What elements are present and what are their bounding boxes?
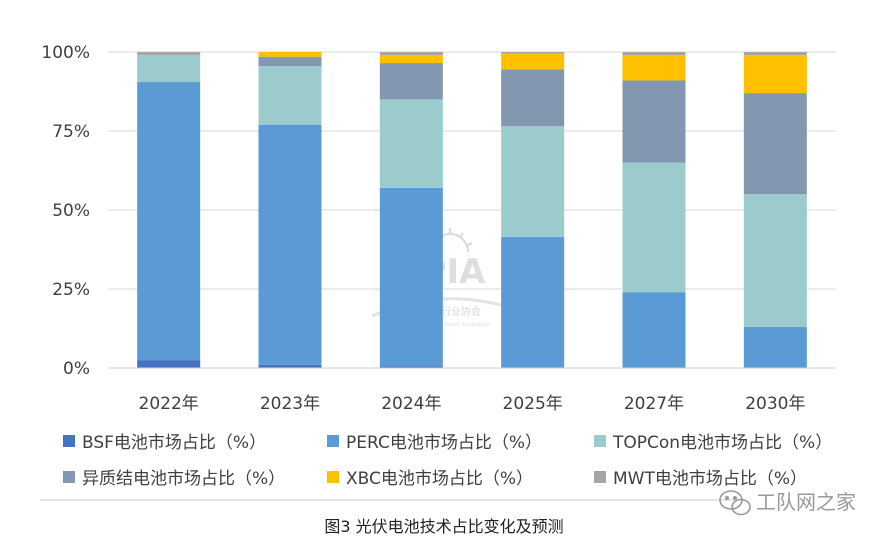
- figure-caption: 图3 光伏电池技术占比变化及预测: [324, 517, 563, 536]
- bar-segment: [501, 69, 565, 127]
- x-tick-label: 2023年: [260, 394, 320, 414]
- brand-name: 工队网之家: [756, 490, 856, 514]
- bar-segment: [258, 124, 322, 365]
- brand: 工队网之家: [719, 490, 856, 516]
- bar-segment: [137, 360, 201, 368]
- bar-segment: [743, 55, 807, 94]
- x-tick-label: 2025年: [503, 394, 563, 414]
- bar-segment: [501, 53, 565, 70]
- bar-segment: [743, 93, 807, 195]
- bar-segment: [622, 52, 686, 56]
- wechat-icon: [719, 490, 751, 516]
- bar-segment: [743, 326, 807, 368]
- legend-label: BSF电池市场占比（%）: [82, 433, 266, 453]
- x-tick-label: 2024年: [381, 394, 441, 414]
- legend-label: PERC电池市场占比（%）: [346, 433, 542, 453]
- bar-segment: [622, 55, 686, 81]
- bar-segment: [137, 82, 201, 361]
- bar-segment: [137, 55, 201, 83]
- bar-segment: [379, 366, 443, 368]
- bar-segment: [258, 364, 322, 368]
- x-tick-label: 2027年: [624, 394, 684, 414]
- y-tick-label: 100%: [41, 43, 90, 63]
- bar-segment: [743, 194, 807, 327]
- legend-label: XBC电池市场占比（%）: [346, 469, 533, 489]
- bar-segment: [258, 56, 322, 67]
- x-tick-label: 2022年: [139, 394, 199, 414]
- bar-segment: [501, 126, 565, 237]
- bar-segment: [258, 52, 322, 57]
- bar-segment: [501, 236, 565, 368]
- bar-segment: [379, 187, 443, 367]
- legend-swatch: [63, 435, 75, 447]
- y-tick-label: 50%: [52, 201, 90, 221]
- bar-segment: [379, 99, 443, 188]
- bar-segment: [137, 52, 201, 56]
- y-tick-label: 25%: [52, 280, 90, 300]
- bar-segment: [743, 52, 807, 56]
- grid-lines: [108, 51, 836, 290]
- legend-label: MWT电池市场占比（%）: [613, 469, 807, 489]
- legend: BSF电池市场占比（%） PERC电池市场占比（%） TOPCon电池市场占比（%）…: [63, 433, 832, 489]
- legend-swatch: [594, 471, 606, 483]
- y-tick-label: 75%: [52, 122, 90, 142]
- bar-segment: [379, 52, 443, 56]
- legend-swatch: [594, 435, 606, 447]
- bar-segment: [379, 55, 443, 64]
- legend-label: 异质结电池市场占比（%）: [82, 469, 285, 489]
- y-axis: 0% 25% 50% 75% 100%: [41, 43, 90, 379]
- legend-label: TOPCon电池市场占比（%）: [612, 433, 832, 453]
- x-tick-label: 2030年: [745, 394, 805, 414]
- y-tick-label: 0%: [63, 359, 90, 379]
- bar-segment: [501, 52, 565, 54]
- bar-segment: [622, 292, 686, 368]
- x-axis: 2022年 2023年 2024年 2025年 2027年 2030年: [139, 394, 806, 414]
- bar-segment: [622, 162, 686, 293]
- bar-segment: [258, 66, 322, 125]
- bars: [137, 52, 807, 368]
- legend-swatch: [327, 471, 339, 483]
- legend-swatch: [327, 435, 339, 447]
- bar-segment: [622, 80, 686, 163]
- legend-swatch: [63, 471, 75, 483]
- bar-segment: [379, 63, 443, 100]
